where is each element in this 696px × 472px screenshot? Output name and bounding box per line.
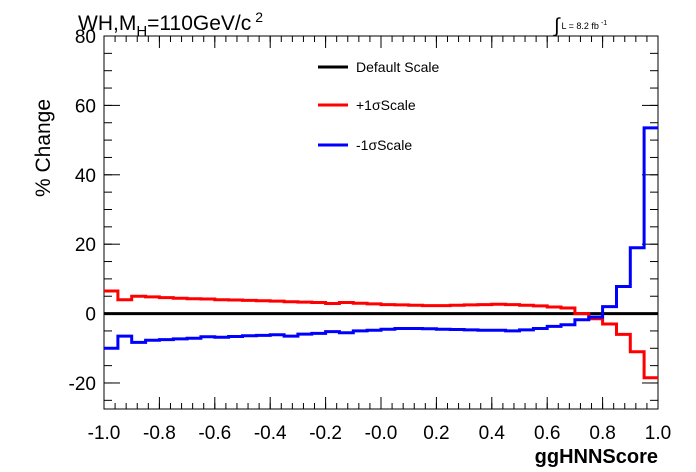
legend-label-0: Default Scale	[356, 59, 439, 75]
legend-label-1: +1σScale	[356, 97, 416, 113]
y-tick-label: -20	[69, 374, 96, 395]
y-axis-title: % Change	[32, 99, 55, 197]
tick-labels: -1.0 -0.8 -0.6 -0.4 -0.2 -0.0 0.2 0.4 0.6 0.8 1.0 -…	[69, 27, 672, 444]
y-tick-label: 0	[85, 305, 96, 326]
chart-title: WH,MH=110GeV/c 2	[78, 9, 263, 40]
axis-ticks	[103, 35, 659, 409]
x-tick-label: -0.6	[198, 423, 231, 444]
plot-frame	[103, 35, 659, 410]
x-tick-label: -0.4	[254, 423, 287, 444]
x-tick-label: -1.0	[88, 423, 121, 444]
x-tick-label: 0.4	[479, 423, 506, 444]
y-tick-label: 80	[75, 27, 96, 48]
x-tick-label: -0.0	[365, 423, 398, 444]
x-tick-label: 1.0	[645, 423, 671, 444]
series-line-1	[104, 289, 658, 380]
y-tick-label: 20	[75, 235, 96, 256]
y-tick-label: 60	[75, 96, 96, 117]
x-tick-label: 0.8	[589, 423, 615, 444]
x-tick-label: -0.8	[143, 423, 176, 444]
series-layer	[104, 126, 658, 380]
legend-label-2: -1σScale	[356, 137, 412, 153]
x-tick-label: 0.6	[534, 423, 560, 444]
y-tick-label: 40	[75, 166, 96, 187]
x-tick-label: -0.2	[309, 423, 342, 444]
x-tick-label: 0.2	[423, 423, 449, 444]
lumi-label: ∫ L = 8.2 fb -1	[553, 15, 607, 37]
series-line-2	[104, 126, 658, 350]
x-axis-title: ggHNNScore	[535, 446, 658, 468]
legend: Default Scale +1σScale -1σScale	[318, 59, 439, 153]
